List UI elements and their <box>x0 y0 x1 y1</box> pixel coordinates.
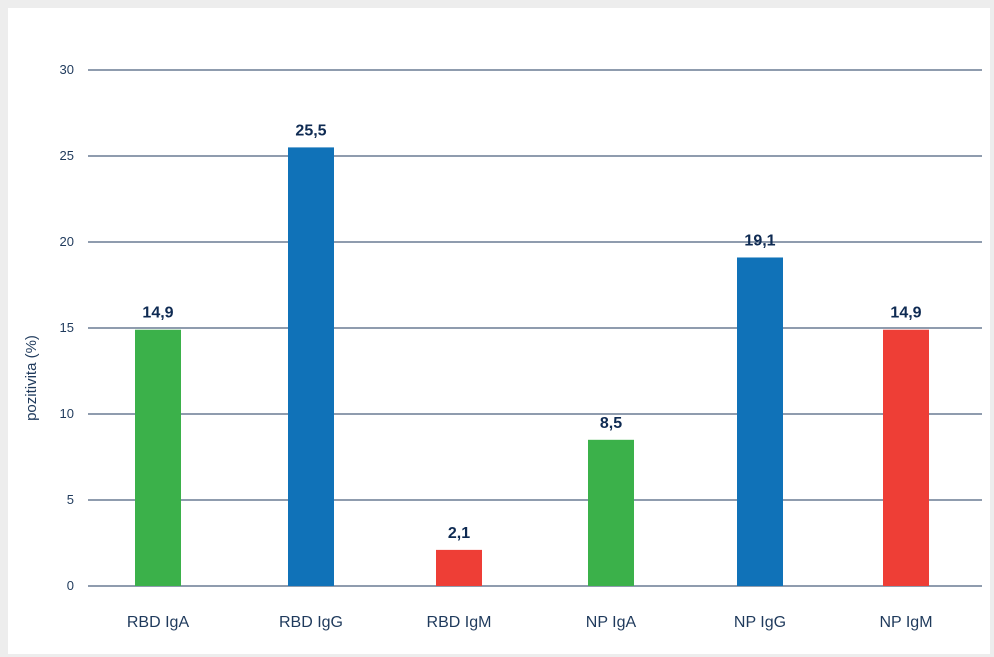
bar-rbd-iga <box>135 329 181 586</box>
x-tick-label: RBD IgG <box>279 614 343 631</box>
x-tick-label: NP IgM <box>879 614 932 631</box>
x-tick-label: RBD IgM <box>427 614 492 631</box>
value-label: 2,1 <box>448 525 470 542</box>
x-tick-label: RBD IgA <box>127 614 190 631</box>
bar-np-igg <box>737 257 783 586</box>
value-label: 14,9 <box>142 305 173 322</box>
y-tick-label: 0 <box>67 578 74 593</box>
x-axis-labels: RBD IgA RBD IgG RBD IgM NP IgA NP IgG NP IgM <box>127 614 933 631</box>
bar-np-iga <box>588 439 634 586</box>
bars <box>135 147 929 586</box>
y-axis-title: pozitivita (%) <box>23 335 40 421</box>
value-label: 8,5 <box>600 415 622 432</box>
value-labels: 14,9 25,5 2,1 8,5 19,1 14,9 <box>142 122 921 541</box>
y-tick-label: 25 <box>60 148 74 163</box>
y-tick-label: 5 <box>67 492 74 507</box>
bar-rbd-igg <box>288 147 334 586</box>
x-tick-label: NP IgG <box>734 614 786 631</box>
y-tick-label: 10 <box>60 406 74 421</box>
bar-rbd-igm <box>436 549 482 586</box>
x-tick-label: NP IgA <box>586 614 637 631</box>
y-axis-ticks: 0 5 10 15 20 25 30 <box>60 62 74 593</box>
chart-panel: 0 5 10 15 20 25 30 14,9 25,5 2,1 8,5 19,1 14,9 RBD … <box>8 8 990 654</box>
bar-np-igm <box>883 329 929 586</box>
value-label: 19,1 <box>744 232 775 249</box>
bar-chart: 0 5 10 15 20 25 30 14,9 25,5 2,1 8,5 19,1 14,9 RBD … <box>23 62 982 631</box>
y-tick-label: 15 <box>60 320 74 335</box>
y-tick-label: 30 <box>60 62 74 77</box>
y-tick-label: 20 <box>60 234 74 249</box>
value-label: 25,5 <box>295 122 326 139</box>
gridlines <box>88 69 982 587</box>
value-label: 14,9 <box>890 305 921 322</box>
